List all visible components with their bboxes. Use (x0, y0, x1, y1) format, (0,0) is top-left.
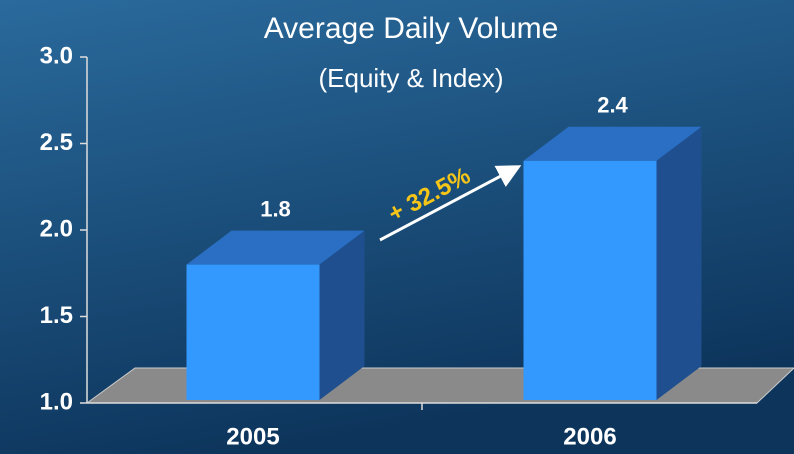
value-label: 2.4 (597, 93, 628, 118)
y-tick-label: 2.5 (40, 129, 73, 156)
y-tick-label: 3.0 (40, 42, 73, 69)
growth-arrow (379, 165, 522, 242)
x-tick-label: 2006 (563, 423, 616, 450)
bar (523, 160, 657, 400)
y-tick-label: 1.0 (40, 388, 73, 415)
y-tick-label: 1.5 (40, 302, 73, 329)
chart-subtitle: (Equity & Index) (319, 63, 504, 93)
value-label: 1.8 (260, 196, 291, 221)
bar-top (523, 126, 702, 161)
bar-top (186, 230, 365, 265)
y-tick-label: 2.0 (40, 215, 73, 242)
x-tick-label: 2005 (226, 423, 279, 450)
bar-side (319, 230, 365, 400)
bar-side (656, 126, 702, 401)
bar (186, 264, 320, 400)
chart-title: Average Daily Volume (264, 12, 559, 45)
